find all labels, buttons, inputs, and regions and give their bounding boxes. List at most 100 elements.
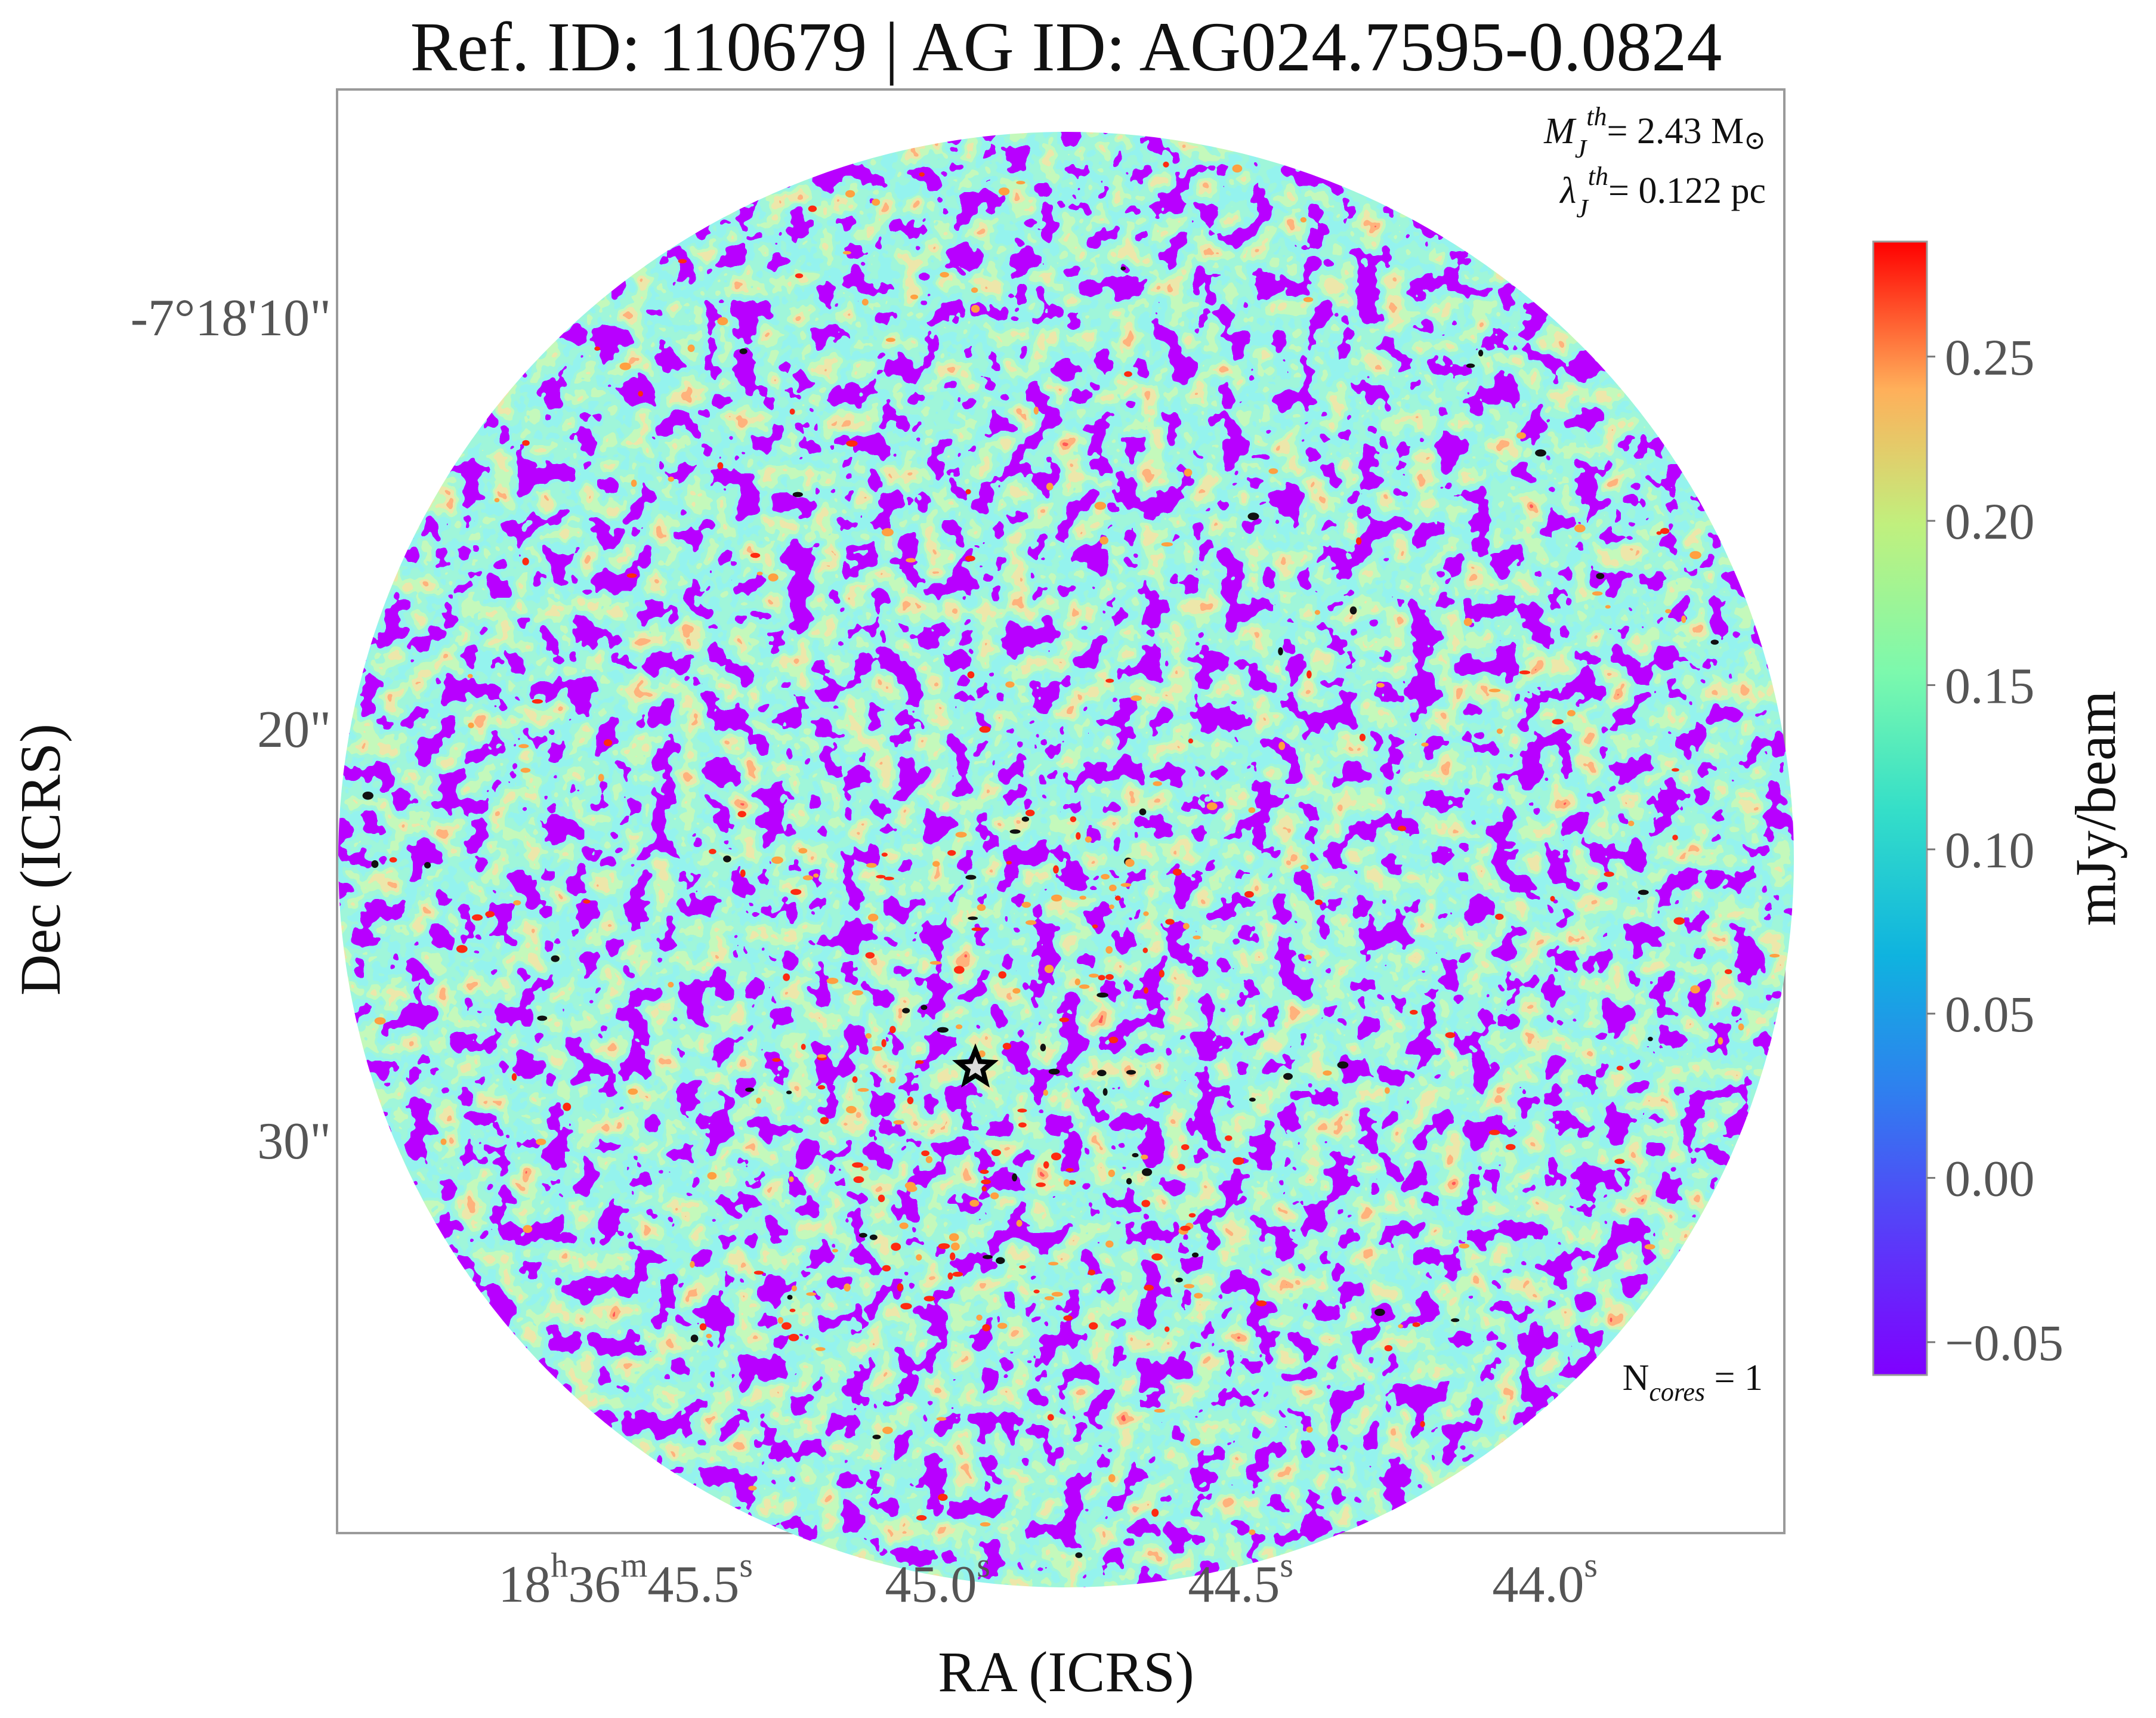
hotspot <box>940 271 949 278</box>
hotspot <box>563 1102 572 1111</box>
hotspot <box>1105 1240 1114 1248</box>
hotspot <box>932 861 940 867</box>
hotspot <box>884 876 894 880</box>
hotspot <box>852 1076 858 1083</box>
hotspot <box>536 1138 546 1145</box>
hotspot <box>1194 1293 1203 1299</box>
hotspot <box>1190 1438 1201 1446</box>
hotspot <box>882 1265 891 1272</box>
hotspot <box>1349 606 1357 615</box>
hotspot <box>440 1138 447 1145</box>
hotspot <box>1489 1129 1500 1135</box>
hotspot <box>371 860 379 868</box>
hotspot <box>1478 350 1484 357</box>
hotspot <box>1046 483 1054 491</box>
hotspot <box>965 875 977 880</box>
y-tick-label-1: 20" <box>257 701 331 759</box>
hotspot <box>936 1417 947 1421</box>
hotspot <box>881 528 894 537</box>
hotspot <box>1247 512 1259 520</box>
hotspot <box>1445 1032 1456 1039</box>
hotspot <box>967 671 975 679</box>
hotspot <box>756 1098 762 1104</box>
hotspot <box>1359 733 1366 741</box>
hotspot <box>998 187 1010 196</box>
hotspot <box>537 1015 548 1021</box>
hotspot <box>1614 1158 1625 1164</box>
hotspot <box>857 1087 869 1092</box>
hotspot <box>619 362 631 370</box>
hotspot <box>1459 1243 1469 1249</box>
hotspot <box>881 1039 887 1048</box>
hotspot <box>1177 1164 1185 1171</box>
hotspot <box>1114 895 1121 901</box>
hotspot <box>1012 1173 1018 1182</box>
x-tick-labels: 18h36m45.5s 45.0s 44.5s 44.0s <box>498 1546 1598 1614</box>
colorbar-tick-label: 0.15 <box>1945 657 2035 714</box>
hotspot <box>1005 681 1015 688</box>
hotspot <box>977 904 986 911</box>
hotspot <box>1153 781 1162 786</box>
hotspot <box>969 1200 980 1207</box>
hotspot <box>690 1334 699 1343</box>
colorbar: 0.25 0.20 0.15 0.10 0.05 0.00 −0.05 mJy/beam <box>1872 240 2127 1376</box>
hotspot <box>938 1243 950 1249</box>
hotspot <box>1006 861 1012 865</box>
hotspot <box>806 1292 817 1296</box>
hotspot <box>1002 1043 1011 1050</box>
hotspot <box>1051 894 1062 902</box>
hotspot <box>919 172 925 177</box>
hotspot <box>594 346 600 351</box>
hotspot <box>893 1120 904 1125</box>
hotspot <box>1044 1296 1055 1300</box>
hotspot <box>865 1033 872 1039</box>
hotspot <box>1644 1244 1655 1250</box>
hotspot <box>1048 1068 1060 1075</box>
hotspot <box>1018 1122 1027 1128</box>
hotspot <box>1233 1157 1244 1165</box>
hotspot <box>1592 591 1603 596</box>
hotspot <box>748 1485 757 1491</box>
hotspot <box>1303 296 1314 302</box>
hotspot <box>1108 884 1117 892</box>
hotspot <box>638 391 643 397</box>
hotspot <box>1244 891 1254 898</box>
hotspot <box>965 555 975 561</box>
hotspot <box>518 744 529 749</box>
hotspot <box>1151 1509 1159 1517</box>
hotspot <box>906 558 916 563</box>
hotspot <box>1144 987 1148 994</box>
colorbar-tick-label: 0.20 <box>1945 493 2035 550</box>
hotspot <box>842 251 851 255</box>
hotspot <box>976 1314 983 1321</box>
hotspot <box>424 862 431 869</box>
hotspot <box>1596 573 1605 579</box>
hotspot <box>756 571 763 576</box>
hotspot <box>990 1192 999 1200</box>
hotspot <box>1162 1091 1171 1095</box>
hotspot <box>1306 1426 1313 1433</box>
hotspot <box>925 1156 933 1163</box>
hotspot <box>937 1027 949 1033</box>
hotspot <box>1355 537 1362 545</box>
hotspot <box>817 1085 826 1090</box>
hotspot <box>1398 1324 1403 1328</box>
hotspot <box>777 1317 784 1324</box>
hotspot <box>910 294 918 299</box>
hotspot <box>709 848 716 854</box>
hotspot <box>968 916 978 920</box>
hotspot <box>511 1073 517 1081</box>
x-tick-label-2: 44.5s <box>1188 1546 1293 1614</box>
hotspot <box>1495 913 1504 920</box>
hotspot <box>1301 864 1309 870</box>
hotspot <box>1550 895 1555 902</box>
hotspot <box>852 1162 864 1168</box>
hotspot <box>468 722 474 728</box>
hotspot <box>1161 542 1173 547</box>
x-axis-label: RA (ICRS) <box>938 1640 1194 1704</box>
hotspot <box>1648 1037 1653 1042</box>
hotspot <box>852 990 863 996</box>
hotspot <box>792 492 803 498</box>
hotspot <box>902 1008 910 1014</box>
x-tick-label-1: 45.0s <box>885 1546 990 1614</box>
